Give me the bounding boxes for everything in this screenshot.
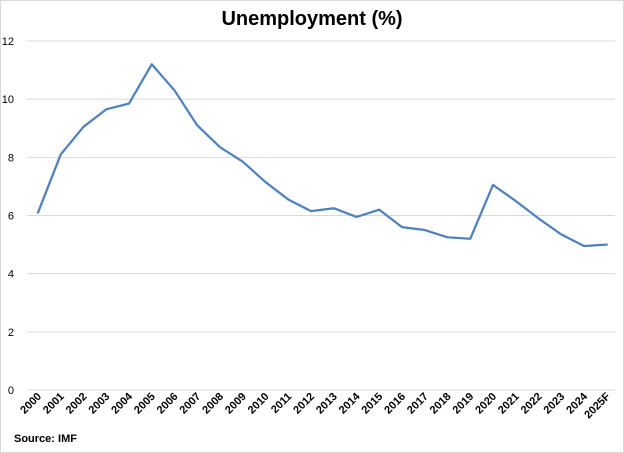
x-tick-label: 2011 (269, 391, 294, 416)
y-tick-label: 10 (2, 94, 14, 106)
y-tick-label: 4 (8, 269, 14, 281)
x-tick-label: 2010 (246, 391, 272, 417)
x-tick-label: 2012 (291, 391, 317, 417)
x-tick-label: 2007 (178, 391, 204, 417)
y-tick-label: 8 (8, 152, 14, 164)
x-tick-label: 2015 (360, 391, 386, 417)
x-tick-label: 2017 (405, 391, 431, 417)
x-tick-label: 2018 (428, 391, 454, 417)
series-line (36, 63, 608, 248)
x-tick-label: 2001 (41, 391, 67, 417)
y-tick-label: 2 (8, 327, 14, 339)
x-tick-label: 2005 (132, 391, 158, 417)
x-tick-label: 2009 (223, 391, 249, 417)
x-tick-label: 2022 (519, 391, 545, 417)
y-tick-label: 6 (8, 211, 14, 223)
x-tick-label: 2020 (473, 391, 499, 417)
x-tick-label: 2008 (200, 391, 226, 417)
y-tick-label: 0 (8, 385, 14, 397)
x-tick-label: 2021 (496, 391, 522, 417)
x-tick-label: 2013 (314, 391, 340, 417)
chart-title: Unemployment (%) (221, 8, 403, 30)
x-tick-label: 2023 (542, 391, 568, 417)
x-tick-label: 2025F (582, 390, 613, 421)
x-tick-label: 2003 (87, 391, 113, 417)
y-tick-label: 12 (2, 36, 14, 48)
x-tick-label: 2014 (337, 390, 363, 416)
x-tick-label: 2004 (109, 390, 135, 416)
x-tick-label: 2016 (382, 391, 408, 417)
x-tick-label: 2019 (451, 391, 477, 417)
x-tick-label: 2002 (64, 391, 90, 417)
x-tick-label: 2006 (155, 391, 181, 417)
x-tick-label: 2000 (18, 391, 44, 417)
source-note: Source: IMF (14, 433, 77, 445)
